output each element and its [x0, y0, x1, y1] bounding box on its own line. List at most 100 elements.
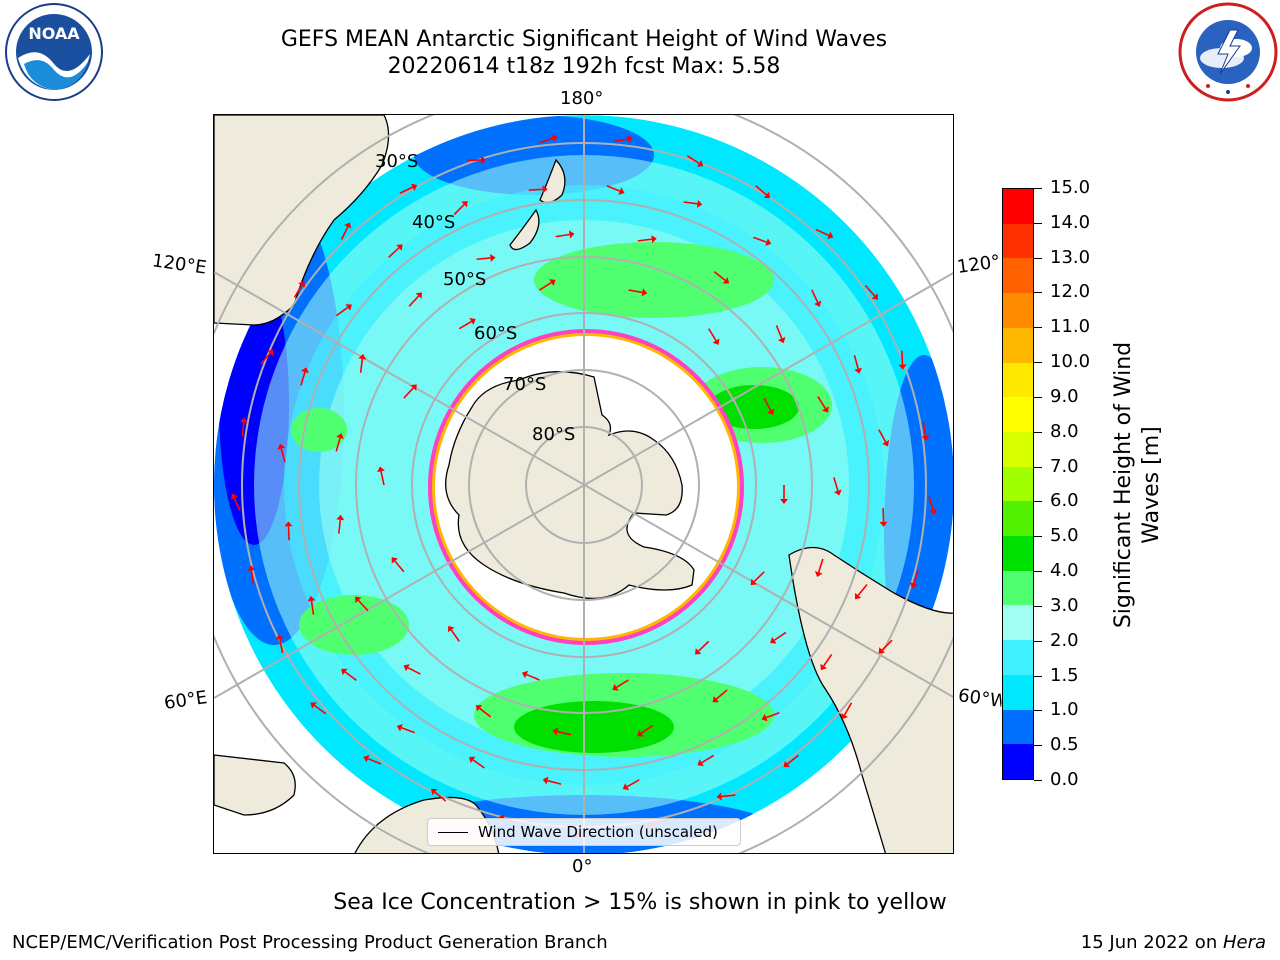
wave-arrow: [555, 233, 570, 238]
wave-arrow-head: [396, 723, 403, 732]
wave-arrow-head: [239, 417, 248, 423]
wave-arrow: [310, 600, 315, 615]
wave-arrow: [817, 396, 827, 409]
wave-arrow: [715, 689, 728, 700]
wave-arrow: [367, 757, 382, 765]
footer-credit: NCEP/EMC/Verification Post Processing Pr…: [12, 932, 608, 953]
legend-label: Wind Wave Direction (unscaled): [478, 823, 718, 841]
wave-arrow: [763, 397, 772, 411]
wave-arrow: [606, 185, 621, 192]
colorbar-segment: [1003, 327, 1033, 363]
lon-label-120w: 120°W: [955, 251, 1003, 278]
wave-arrow-head: [765, 238, 772, 246]
colorbar-tick-label: 15.0: [1050, 177, 1091, 198]
wave-arrow-head: [551, 134, 558, 143]
wave-arrow: [380, 471, 385, 486]
wave-arrow-head: [310, 702, 317, 709]
wave-arrow: [686, 155, 700, 165]
colorbar-segment: [1003, 709, 1033, 745]
colorbar-tick: [1034, 640, 1042, 642]
colorbar-tick: [1034, 362, 1042, 364]
wave-arrow: [359, 358, 364, 373]
lat-label-70s: 70°S: [503, 374, 547, 395]
wave-arrow-head: [480, 155, 487, 164]
wave-arrow-head: [298, 281, 306, 288]
legend-line-swatch: [438, 832, 468, 833]
wave-arrow-head: [871, 293, 878, 300]
wave-arrow: [287, 526, 290, 541]
wave-arrow-head: [750, 578, 757, 586]
colorbar-tick-label: 1.5: [1050, 664, 1079, 686]
wave-arrow: [403, 387, 414, 399]
wave-arrow-head: [612, 683, 619, 691]
map-legend: Wind Wave Direction (unscaled): [427, 818, 741, 846]
wave-arrow-head: [336, 514, 345, 521]
colorbar-tick-label: 3.0: [1050, 594, 1079, 616]
wave-arrow-head: [827, 231, 834, 239]
wave-arrow: [528, 188, 543, 191]
wave-arrow-head: [247, 565, 256, 571]
wave-arrow: [753, 571, 765, 583]
wave-arrow: [614, 138, 629, 143]
lon-label-120e: 120°E: [150, 250, 208, 279]
colorbar-tick: [1034, 571, 1042, 573]
wave-arrow: [539, 137, 554, 144]
wave-arrow-head: [341, 668, 348, 676]
colorbar-tick: [1034, 188, 1042, 189]
wave-arrow-head: [568, 230, 575, 239]
wave-arrow: [773, 631, 787, 641]
wave-arrow-head: [355, 596, 362, 604]
wave-arrow-head: [712, 338, 720, 345]
wave-arrow-head: [651, 235, 657, 244]
wave-arrow-head: [396, 244, 403, 251]
wave-arrow-head: [461, 201, 468, 208]
colorbar-tick: [1034, 605, 1042, 607]
wave-arrow: [640, 724, 654, 734]
wave-arrow: [833, 477, 839, 491]
colorbar-tick-label: 10.0: [1050, 351, 1091, 373]
wave-arrow-head: [833, 489, 842, 496]
title-line2: 20220614 t18z 192h fcst Max: 5.58: [387, 54, 781, 79]
wave-arrow: [467, 159, 482, 162]
colorbar-tick-label: 13.0: [1050, 246, 1091, 268]
wave-arrow-head: [542, 776, 549, 785]
footer-date-text: 15 Jun 2022 on: [1080, 932, 1223, 953]
wave-arrow: [450, 629, 460, 642]
wave-arrow-head: [447, 625, 455, 633]
wave-arrow-head: [277, 443, 286, 450]
lon-label-60w: 60°W: [956, 685, 1004, 712]
wave-arrow: [900, 350, 904, 365]
wave-arrow-head: [821, 406, 829, 413]
wave-arrow-head: [411, 183, 418, 191]
wave-arrow: [526, 673, 540, 681]
colorbar-tick-label: 12.0: [1050, 281, 1091, 303]
wave-arrow-head: [854, 367, 862, 374]
colorbar-segment: [1003, 258, 1033, 294]
wave-arrow: [388, 247, 400, 258]
wave-arrow: [815, 228, 830, 237]
wave-arrow: [458, 320, 472, 330]
wave-arrow: [708, 328, 717, 342]
wave-arrow-head: [929, 508, 937, 515]
colorbar-tick-label: 1.0: [1050, 699, 1079, 721]
colorbar-segment: [1003, 640, 1033, 675]
colorbar-tick-label: 6.0: [1050, 490, 1079, 512]
wave-arrow-head: [696, 199, 703, 208]
wave-arrow: [337, 519, 342, 534]
wave-arrow-head: [301, 367, 309, 374]
colorbar-tick-label: 7.0: [1050, 455, 1079, 477]
wave-arrow-head: [770, 636, 777, 644]
colorbar-tick: [1034, 745, 1042, 747]
wave-arrow-head: [878, 647, 885, 654]
wave-arrow-head: [778, 336, 786, 344]
colorbar-segment: [1003, 466, 1033, 502]
wave-arrow-head: [358, 353, 367, 360]
wave-arrow-head: [898, 364, 907, 370]
wave-arrow-head: [468, 756, 476, 764]
colorbar-tick: [1034, 257, 1042, 259]
colorbar-tick: [1034, 675, 1042, 677]
wave-arrow-head: [820, 663, 827, 671]
colorbar-segment: [1003, 501, 1033, 537]
wave-arrow: [280, 448, 286, 463]
colorbar-tick: [1034, 536, 1042, 538]
